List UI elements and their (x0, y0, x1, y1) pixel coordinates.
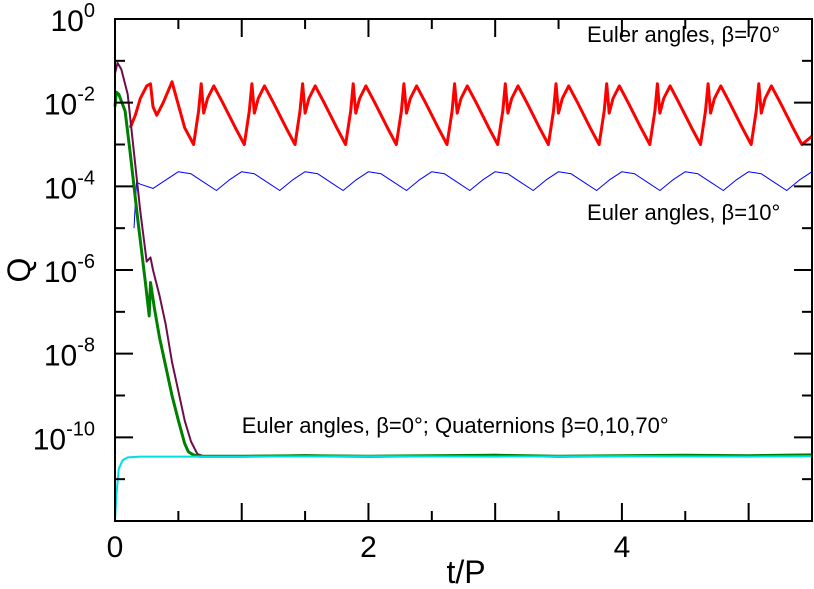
series-line-2 (133, 171, 813, 229)
series-line-1 (128, 80, 813, 146)
series-line-3 (114, 61, 813, 458)
annotations: Euler angles, β=70° Euler angles, β=10° Eu… (242, 22, 781, 438)
series-layer (113, 61, 813, 522)
axis-ticks (114, 18, 812, 522)
y-tick-label: 10-4 (44, 167, 95, 205)
series-line-4 (113, 90, 813, 458)
y-tick-label: 10-6 (44, 251, 95, 289)
x-axis-title: t/P (446, 554, 485, 589)
tick-labels: 0 2 4 100 10-2 10-4 10-6 10-8 10-10 (33, 0, 631, 564)
x-tick-label: 4 (614, 531, 631, 564)
series-line-5 (114, 455, 813, 522)
y-tick-label: 10-8 (44, 335, 95, 373)
y-axis-title: Q (1, 258, 37, 283)
y-tick-label: 10-10 (33, 418, 95, 456)
y-tick-label: 100 (51, 0, 96, 38)
annotation-3: Euler angles, β=0°; Quaternions β=0,10,7… (242, 413, 669, 438)
annotation-1: Euler angles, β=70° (587, 22, 780, 47)
x-tick-label: 0 (107, 531, 124, 564)
annotation-2: Euler angles, β=10° (587, 200, 780, 225)
x-tick-label: 2 (360, 531, 377, 564)
y-tick-label: 10-2 (44, 84, 95, 122)
